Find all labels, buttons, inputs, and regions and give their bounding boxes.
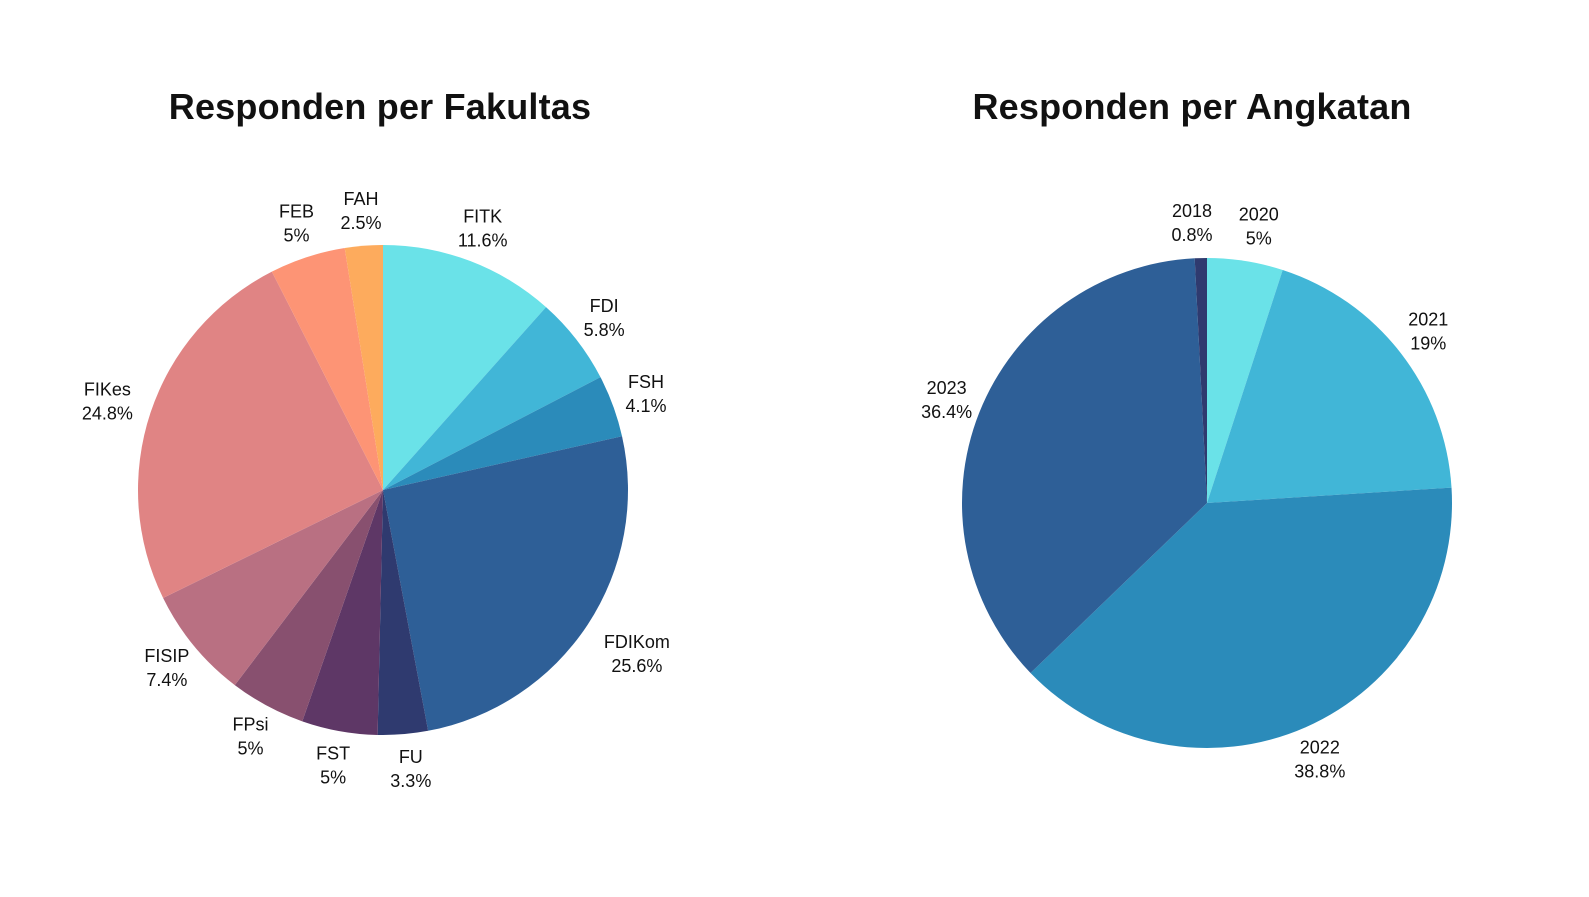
pie-slice-fisip xyxy=(163,490,383,686)
pie-slice-2020 xyxy=(1207,258,1283,503)
slice-label-fu: FU 3.3% xyxy=(390,747,431,791)
pie-angkatan: 2020 5% 2021 19% 2022 38.8% 2023 36.4% 2018 0.8% xyxy=(921,201,1453,781)
slice-category-fah: FAH xyxy=(344,189,379,209)
pie-slice-fdi xyxy=(383,307,601,490)
slice-label-fst: FST 5% xyxy=(316,744,350,788)
slice-value-fdikom: 25.6% xyxy=(611,656,662,676)
slice-category-fpsi: FPsi xyxy=(233,715,269,735)
slice-category-2018: 2018 xyxy=(1172,201,1212,221)
slice-value-fisip: 7.4% xyxy=(146,670,187,690)
slice-value-fsh: 4.1% xyxy=(626,396,667,416)
slice-label-fisip: FISIP 7.4% xyxy=(144,646,189,690)
slice-value-fpsi: 5% xyxy=(238,739,264,759)
slice-category-fst: FST xyxy=(316,744,350,764)
pie-slice-fdikom xyxy=(383,436,628,731)
slice-value-2018: 0.8% xyxy=(1171,225,1212,245)
slice-category-fdi: FDI xyxy=(590,296,619,316)
pie-slice-feb xyxy=(271,248,383,490)
slice-category-2021: 2021 xyxy=(1408,309,1448,329)
slice-category-fdikom: FDIKom xyxy=(604,632,670,652)
chart-title-angkatan: Responden per Angkatan xyxy=(972,86,1412,127)
slice-category-fsh: FSH xyxy=(628,372,664,392)
pie-slice-fu xyxy=(377,490,429,735)
pie-slice-fikes xyxy=(138,271,383,599)
chart-title-fakultas: Responden per Fakultas xyxy=(168,86,592,127)
pie-fakultas: FITK 11.6% FDI 5.8% FSH 4.1% FDIKom 25.6% FU 3.3%… xyxy=(82,189,670,791)
slice-label-fpsi: FPsi 5% xyxy=(233,715,269,759)
slice-value-fu: 3.3% xyxy=(390,771,431,791)
slice-category-2023: 2023 xyxy=(927,378,967,398)
slice-value-fdi: 5.8% xyxy=(584,320,625,340)
pie-slice-2018 xyxy=(1194,258,1207,503)
slice-value-2023: 36.4% xyxy=(921,402,972,422)
slice-label-2021: 2021 19% xyxy=(1408,309,1448,353)
slice-category-fikes: FIKes xyxy=(84,379,131,399)
slice-category-2022: 2022 xyxy=(1300,737,1340,757)
slice-value-2022: 38.8% xyxy=(1294,761,1345,781)
slice-category-fisip: FISIP xyxy=(144,646,189,666)
slice-label-fikes: FIKes 24.8% xyxy=(82,379,133,423)
slice-value-2020: 5% xyxy=(1246,228,1272,248)
slice-category-fu: FU xyxy=(399,747,423,767)
slice-label-fah: FAH 2.5% xyxy=(341,189,382,233)
pie-slice-fsh xyxy=(383,377,623,490)
slice-value-2021: 19% xyxy=(1410,333,1446,353)
pie-slice-fah xyxy=(344,245,383,490)
slice-value-fitk: 11.6% xyxy=(458,230,508,250)
slice-category-feb: FEB xyxy=(279,202,314,222)
pie-slice-2022 xyxy=(1030,487,1453,749)
slice-value-fah: 2.5% xyxy=(341,213,382,233)
slice-category-fitk: FITK xyxy=(463,206,502,226)
slice-label-2018: 2018 0.8% xyxy=(1171,201,1212,245)
slice-category-2020: 2020 xyxy=(1239,204,1279,224)
pie-slice-2021 xyxy=(1207,269,1452,503)
slice-value-fikes: 24.8% xyxy=(82,403,133,423)
slice-value-fst: 5% xyxy=(320,768,346,788)
slice-label-feb: FEB 5% xyxy=(279,202,314,246)
pie-slice-fst xyxy=(302,490,383,735)
slice-label-fdi: FDI 5.8% xyxy=(584,296,625,340)
pie-slice-fpsi xyxy=(234,490,383,722)
slice-label-2022: 2022 38.8% xyxy=(1294,737,1345,781)
slice-label-fitk: FITK 11.6% xyxy=(458,206,508,250)
slice-value-feb: 5% xyxy=(284,226,310,246)
slice-label-2023: 2023 36.4% xyxy=(921,378,972,422)
slice-label-fsh: FSH 4.1% xyxy=(626,372,667,416)
pie-slice-2023 xyxy=(962,258,1207,673)
slice-label-2020: 2020 5% xyxy=(1239,204,1279,248)
slice-label-fdikom: FDIKom 25.6% xyxy=(604,632,670,676)
pie-slice-fitk xyxy=(383,245,547,490)
